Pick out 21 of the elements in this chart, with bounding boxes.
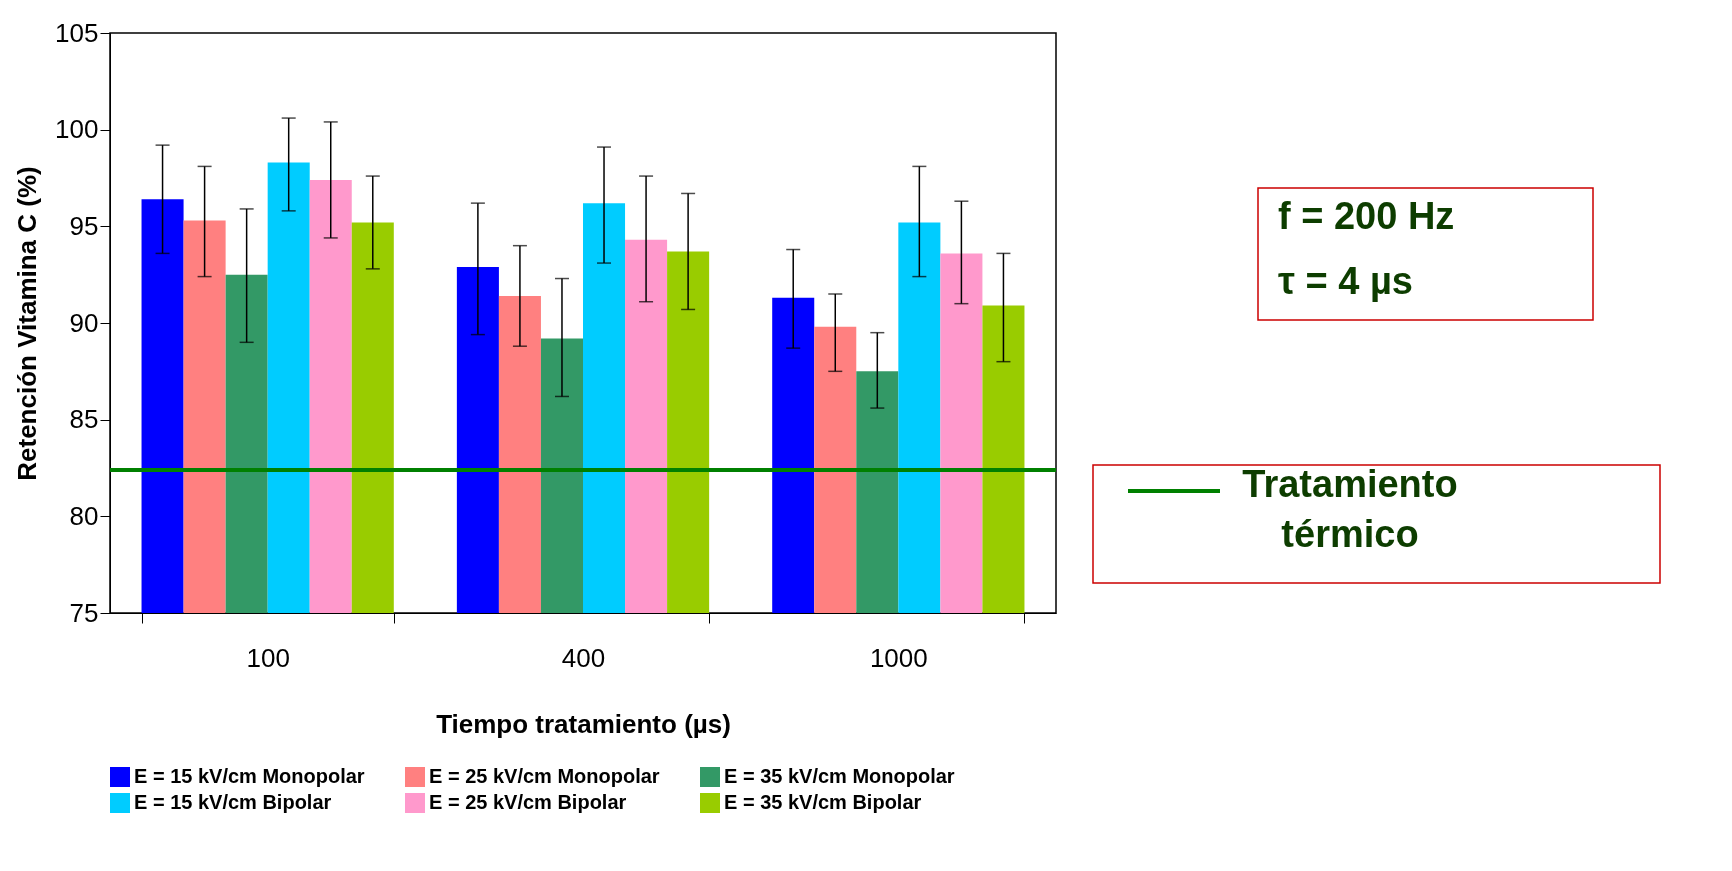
legend-label: E = 15 kV/cm Monopolar <box>134 765 365 787</box>
legend-label: E = 35 kV/cm Bipolar <box>724 791 922 813</box>
y-tick-label: 105 <box>55 17 99 48</box>
y-tick-label: 90 <box>69 307 99 338</box>
y-axis-title: Retención Vitamina C (%) <box>12 166 43 481</box>
text: τ = 4 µs <box>1278 260 1413 302</box>
y-tick-label: 85 <box>69 404 99 435</box>
y-tick-label: 75 <box>69 597 99 628</box>
x-axis-title: Tiempo tratamiento (µs) <box>436 708 731 739</box>
y-tick-label: 100 <box>55 114 99 145</box>
legend-label: E = 15 kV/cm Bipolar <box>134 791 332 813</box>
x-tick-label: 100 <box>246 642 290 673</box>
x-tick-label: 400 <box>561 642 606 673</box>
y-tick-label: 95 <box>69 210 99 241</box>
x-tick-label: 1000 <box>869 642 928 673</box>
legend-label: E = 35 kV/cm Monopolar <box>724 765 955 787</box>
legend-label: E = 25 kV/cm Bipolar <box>429 791 627 813</box>
text: f = 200 Hz <box>1278 195 1455 237</box>
legend-label: E = 25 kV/cm Monopolar <box>429 765 660 787</box>
legend-label: Tratamiento térmico <box>1242 463 1458 555</box>
y-tick-label: 80 <box>69 500 99 531</box>
